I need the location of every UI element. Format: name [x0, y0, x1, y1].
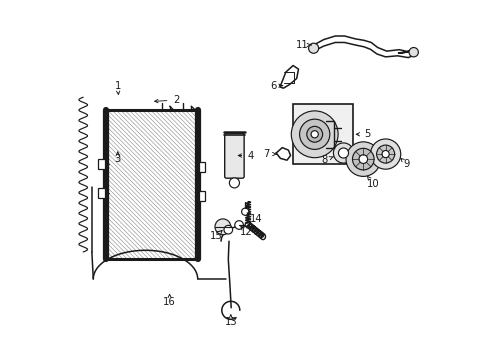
- Circle shape: [234, 221, 243, 229]
- Circle shape: [241, 208, 248, 215]
- Circle shape: [370, 139, 400, 169]
- Text: 13: 13: [224, 317, 237, 327]
- Circle shape: [352, 148, 373, 170]
- Bar: [106, 110, 197, 259]
- Text: 5: 5: [364, 129, 370, 139]
- FancyBboxPatch shape: [224, 133, 244, 178]
- Circle shape: [338, 148, 348, 158]
- Circle shape: [346, 142, 380, 176]
- Text: 1: 1: [114, 81, 121, 91]
- Text: 10: 10: [366, 179, 379, 189]
- Circle shape: [381, 150, 388, 158]
- Text: 6: 6: [269, 81, 276, 91]
- Text: 9: 9: [403, 159, 409, 169]
- Circle shape: [306, 126, 322, 142]
- Circle shape: [376, 145, 394, 163]
- Circle shape: [358, 155, 367, 163]
- Text: 15: 15: [210, 231, 223, 241]
- Circle shape: [224, 225, 232, 234]
- Circle shape: [333, 143, 353, 163]
- Text: 16: 16: [163, 297, 176, 307]
- Text: 4: 4: [247, 150, 254, 161]
- Circle shape: [291, 111, 337, 158]
- Text: 7: 7: [263, 149, 269, 159]
- Circle shape: [408, 48, 418, 57]
- Text: 8: 8: [321, 155, 327, 165]
- Text: 3: 3: [114, 154, 121, 164]
- Bar: [106, 110, 197, 259]
- Bar: [199, 162, 205, 172]
- Text: 11: 11: [295, 40, 308, 50]
- Bar: [98, 188, 104, 198]
- Circle shape: [299, 119, 329, 149]
- Circle shape: [310, 131, 318, 138]
- Bar: [292, 104, 352, 164]
- Circle shape: [229, 178, 239, 188]
- Circle shape: [215, 219, 230, 235]
- Text: 2: 2: [173, 95, 179, 105]
- Bar: [98, 159, 104, 169]
- Text: 12: 12: [240, 227, 252, 237]
- Circle shape: [308, 43, 318, 53]
- Bar: [199, 191, 205, 201]
- Text: 14: 14: [249, 214, 262, 224]
- Bar: [106, 110, 197, 259]
